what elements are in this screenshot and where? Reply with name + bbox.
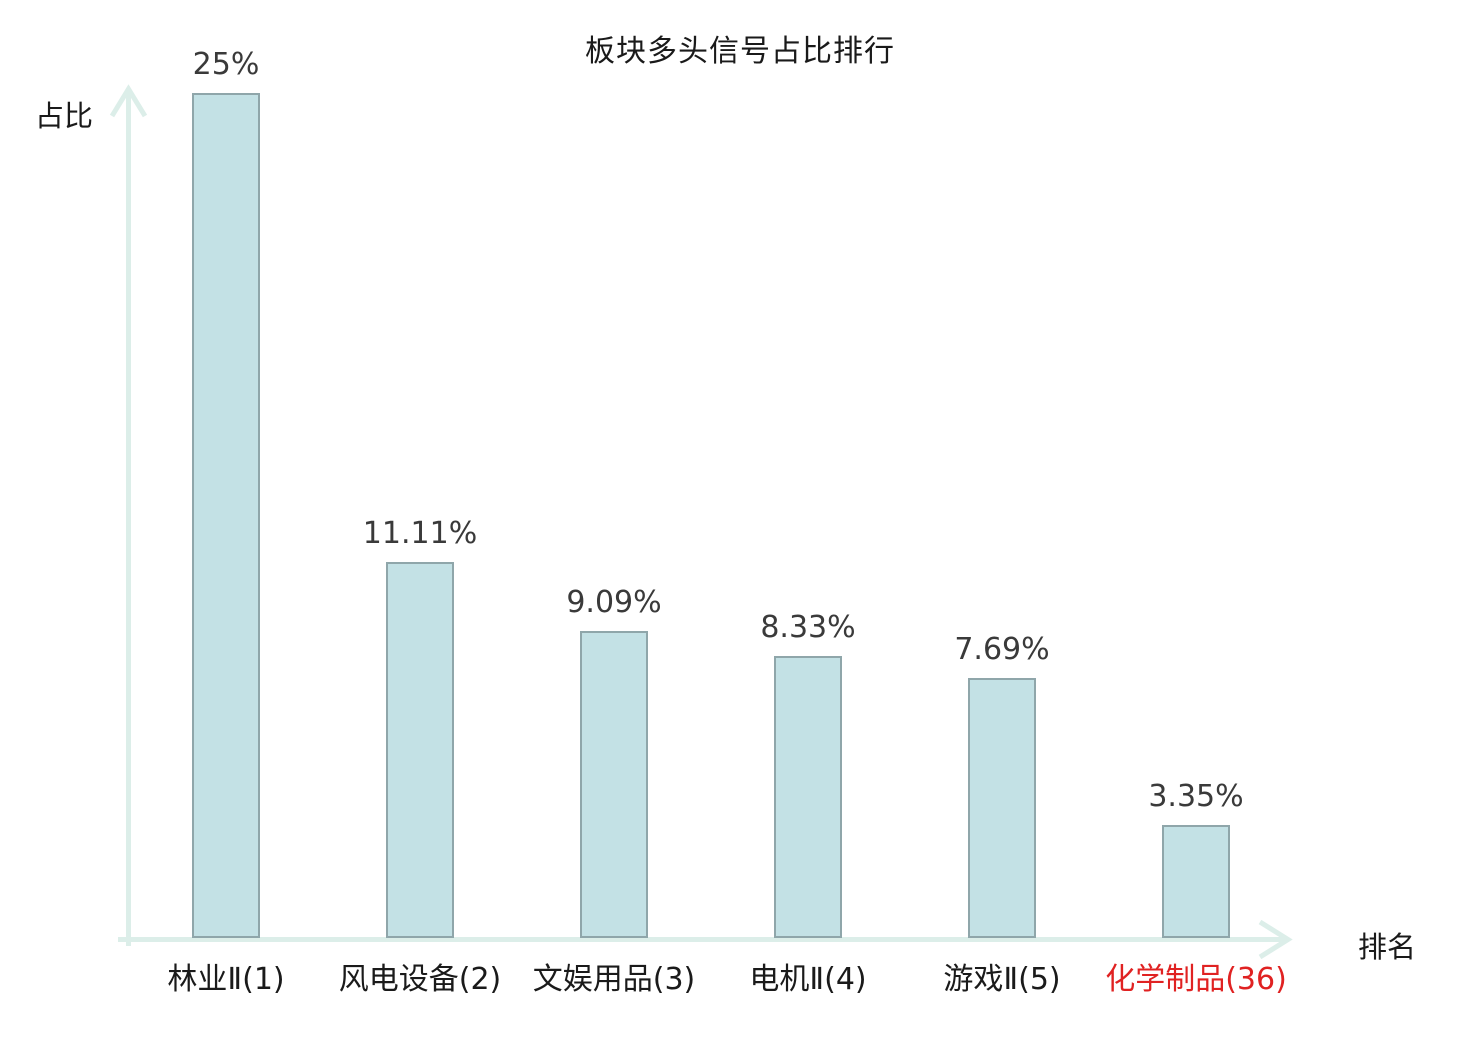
category-label: 文娱用品(3) (532, 962, 696, 997)
bar (968, 678, 1036, 938)
x-axis-label: 排名 (1358, 930, 1417, 964)
bar (192, 93, 260, 938)
bar (774, 656, 842, 938)
y-axis-arrow-icon (109, 84, 148, 118)
y-axis (109, 84, 148, 946)
bar-value-label: 3.35% (1148, 779, 1244, 814)
bar-value-label: 25% (192, 47, 260, 82)
y-axis-label: 占比 (35, 99, 94, 133)
bar (1162, 825, 1230, 938)
bar (580, 631, 648, 938)
bar-value-label: 11.11% (362, 516, 478, 551)
x-axis-arrow-icon (1258, 919, 1293, 960)
chart-title: 板块多头信号占比排行 (585, 34, 895, 69)
category-label: 风电设备(2) (338, 962, 502, 997)
category-label: 游戏Ⅱ(5) (943, 962, 1061, 997)
bar-value-label: 7.69% (954, 632, 1050, 667)
category-label: 林业Ⅱ(1) (167, 962, 285, 997)
bar (386, 562, 454, 938)
category-label: 电机Ⅱ(4) (749, 962, 867, 997)
category-label: 化学制品(36) (1105, 962, 1287, 997)
bar-value-label: 9.09% (566, 585, 662, 620)
x-axis (118, 919, 1293, 960)
bar-value-label: 8.33% (760, 610, 856, 645)
